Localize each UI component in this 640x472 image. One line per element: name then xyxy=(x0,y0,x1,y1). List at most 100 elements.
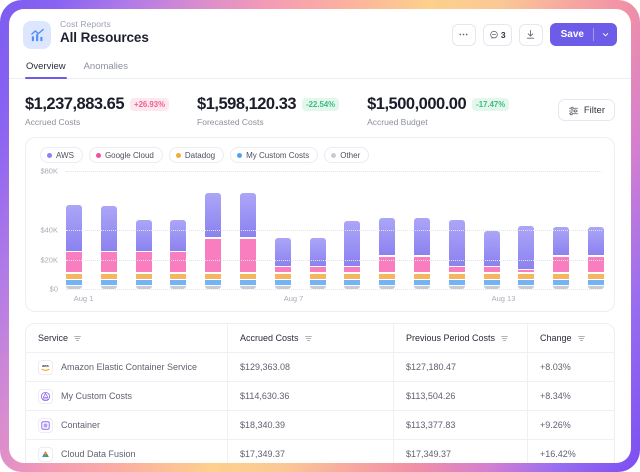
stat-accrued-costs: $1,237,883.65 +26.93% Accrued Costs xyxy=(25,95,170,127)
chart-bars xyxy=(66,171,604,289)
grid-line xyxy=(66,289,602,290)
grid-line xyxy=(66,259,602,261)
bar-segment xyxy=(379,256,396,273)
chart-bar[interactable] xyxy=(100,205,117,289)
more-options-button[interactable] xyxy=(451,23,476,46)
chart-bar[interactable] xyxy=(239,193,256,289)
save-dropdown-button[interactable] xyxy=(594,30,617,39)
bar-segment xyxy=(274,273,291,279)
bar-segment xyxy=(448,273,465,279)
download-button[interactable] xyxy=(518,23,543,46)
legend-item-aws[interactable]: AWS xyxy=(40,147,83,163)
bar-segment xyxy=(518,286,535,289)
cell-change: +8.03% xyxy=(540,362,571,372)
sliders-icon xyxy=(568,106,578,115)
table-row[interactable]: Container $18,340.39 $113,377.83 +9.26% xyxy=(26,411,614,440)
bar-segment xyxy=(309,280,326,285)
table-body: aws Amazon Elastic Container Service $129,… xyxy=(26,353,614,463)
chart-bar[interactable] xyxy=(413,218,430,289)
bar-segment xyxy=(274,280,291,285)
bar-segment xyxy=(66,286,82,289)
tab-overview[interactable]: Overview xyxy=(25,61,67,79)
column-header-accrued-costs[interactable]: Accrued Costs xyxy=(228,324,394,352)
sort-icon[interactable] xyxy=(304,334,313,343)
bar-segment xyxy=(205,193,222,238)
bar-segment xyxy=(344,220,361,266)
bar-segment xyxy=(100,252,117,273)
chart-bar[interactable] xyxy=(379,218,396,289)
bar-segment xyxy=(205,280,222,285)
sort-icon[interactable] xyxy=(577,334,586,343)
bar-segment xyxy=(587,273,604,279)
chart-bar[interactable] xyxy=(553,227,570,289)
y-axis-tick-label: $0 xyxy=(49,284,58,294)
chart-bar[interactable] xyxy=(587,227,604,289)
column-label: Previous Period Costs xyxy=(406,333,496,343)
bar-segment xyxy=(344,267,361,273)
breadcrumb: Cost Reports xyxy=(60,19,111,29)
bar-segment xyxy=(100,286,117,289)
bar-segment xyxy=(483,286,500,289)
table-row[interactable]: aws Amazon Elastic Container Service $129,… xyxy=(26,353,614,382)
legend-item-my-custom-costs[interactable]: My Custom Costs xyxy=(230,147,319,163)
chart-x-axis: Aug 1 Aug 7 Aug 13 xyxy=(66,289,604,305)
bar-segment xyxy=(239,286,256,289)
bar-segment xyxy=(518,225,535,269)
legend-label: Datadog xyxy=(184,150,216,160)
stat-value: $1,500,000.00 xyxy=(367,95,467,113)
stat-label: Forecasted Costs xyxy=(197,117,264,127)
chart-bar[interactable] xyxy=(309,238,326,289)
cell-previous-period-costs: $127,180.47 xyxy=(394,353,528,381)
bar-segment xyxy=(205,238,222,273)
bar-segment xyxy=(274,238,291,266)
column-header-service[interactable]: Service xyxy=(26,324,228,352)
bar-segment xyxy=(379,218,396,256)
filter-button[interactable]: Filter xyxy=(557,99,615,121)
sort-icon[interactable] xyxy=(73,334,82,343)
grid-line xyxy=(66,171,602,172)
bar-segment xyxy=(239,193,256,238)
y-axis-tick-label: $40K xyxy=(40,225,58,235)
bar-segment xyxy=(553,256,570,273)
table-row[interactable]: Cloud Data Fusion $17,349.37 $17,349.37 +16… xyxy=(26,440,614,463)
bar-segment xyxy=(135,219,152,251)
filter-button-label: Filter xyxy=(583,104,605,116)
legend-item-google-cloud[interactable]: Google Cloud xyxy=(88,147,163,163)
column-header-previous-period-costs[interactable]: Previous Period Costs xyxy=(394,324,528,352)
bar-segment xyxy=(66,273,82,279)
save-button-label: Save xyxy=(560,29,584,40)
bar-segment xyxy=(135,273,152,279)
chart-bar[interactable] xyxy=(170,219,187,289)
bar-segment xyxy=(379,273,396,279)
chart-bar[interactable] xyxy=(66,205,82,289)
chart-bar[interactable] xyxy=(483,230,500,289)
bar-segment xyxy=(205,286,222,289)
comments-button[interactable]: 3 xyxy=(482,23,512,46)
chart-bar[interactable] xyxy=(344,220,361,289)
legend-item-other[interactable]: Other xyxy=(324,147,370,163)
bar-segment xyxy=(100,205,117,251)
chart-bar[interactable] xyxy=(274,238,291,289)
service-name: Amazon Elastic Container Service xyxy=(61,362,198,372)
chart-bar[interactable] xyxy=(518,225,535,289)
legend-item-datadog[interactable]: Datadog xyxy=(168,147,225,163)
cell-accrued-costs: $17,349.37 xyxy=(228,440,394,463)
bar-segment xyxy=(448,219,465,266)
save-button[interactable]: Save xyxy=(549,23,617,46)
legend-swatch xyxy=(237,152,243,158)
tab-anomalies[interactable]: Anomalies xyxy=(83,61,128,72)
table-row[interactable]: My Custom Costs $114,630.36 $113,504.26 +8.… xyxy=(26,382,614,411)
sort-icon[interactable] xyxy=(500,334,509,343)
bar-segment xyxy=(587,227,604,256)
bar-segment xyxy=(66,280,82,285)
bar-segment xyxy=(413,286,430,289)
bar-segment xyxy=(553,286,570,289)
chart-bar[interactable] xyxy=(135,219,152,289)
chart-bar[interactable] xyxy=(448,219,465,289)
app-header: Cost Reports All Resources 3 xyxy=(9,9,631,65)
cell-accrued-costs: $18,340.39 xyxy=(228,411,394,439)
bar-segment xyxy=(274,267,291,273)
chart-bars-icon xyxy=(23,21,51,49)
column-header-change[interactable]: Change xyxy=(528,324,614,352)
chart-bar[interactable] xyxy=(205,193,222,289)
